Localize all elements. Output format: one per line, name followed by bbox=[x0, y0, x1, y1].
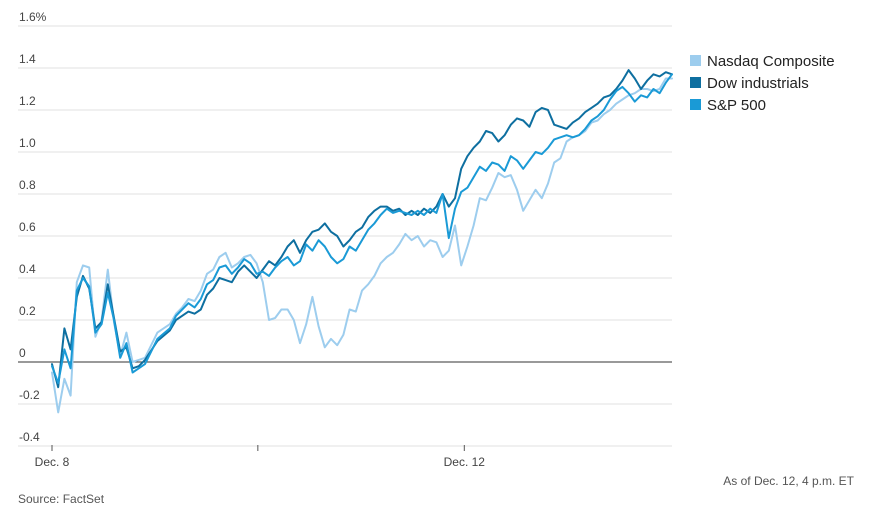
y-axis-tick-labels: 1.6% 1.4 1.2 1.0 0.8 0.6 0.4 0.2 0 -0.2 -0.4 bbox=[19, 10, 47, 444]
gridlines bbox=[18, 25, 672, 447]
legend-swatch-nasdaq-composite bbox=[690, 55, 701, 66]
y-tick-label: 0.4 bbox=[19, 262, 36, 276]
y-tick-label: 1.0 bbox=[19, 136, 36, 150]
y-tick-label: 0 bbox=[19, 346, 26, 360]
legend-label-s-p-500: S&P 500 bbox=[707, 97, 766, 114]
y-tick-label: 0.2 bbox=[19, 304, 36, 318]
y-tick-label: 0.6 bbox=[19, 220, 36, 234]
x-tick-label: Dec. 8 bbox=[35, 455, 70, 469]
legend: Nasdaq Composite Dow industrials S&P 500 bbox=[690, 53, 835, 114]
y-tick-label: -0.2 bbox=[19, 388, 40, 402]
legend-label-nasdaq-composite: Nasdaq Composite bbox=[707, 53, 835, 70]
timestamp-note: As of Dec. 12, 4 p.m. ET bbox=[723, 474, 854, 488]
y-tick-label: 0.8 bbox=[19, 178, 36, 192]
legend-swatch-dow-industrials bbox=[690, 77, 701, 88]
x-tick-label: Dec. 12 bbox=[444, 455, 486, 469]
series-line-s-p-500 bbox=[51, 73, 673, 384]
series-line-nasdaq-composite bbox=[51, 77, 673, 414]
y-tick-label: 1.2 bbox=[19, 94, 36, 108]
y-tick-label: -0.4 bbox=[19, 430, 40, 444]
series-lines bbox=[51, 69, 673, 414]
y-tick-label: 1.6% bbox=[19, 10, 47, 24]
x-axis: Dec. 8 Dec. 12 bbox=[35, 445, 486, 469]
series-line-dow-industrials bbox=[51, 69, 673, 389]
legend-label-dow-industrials: Dow industrials bbox=[707, 75, 809, 92]
source-note: Source: FactSet bbox=[18, 492, 105, 506]
legend-swatch-s-p-500 bbox=[690, 99, 701, 110]
y-tick-label: 1.4 bbox=[19, 52, 36, 66]
